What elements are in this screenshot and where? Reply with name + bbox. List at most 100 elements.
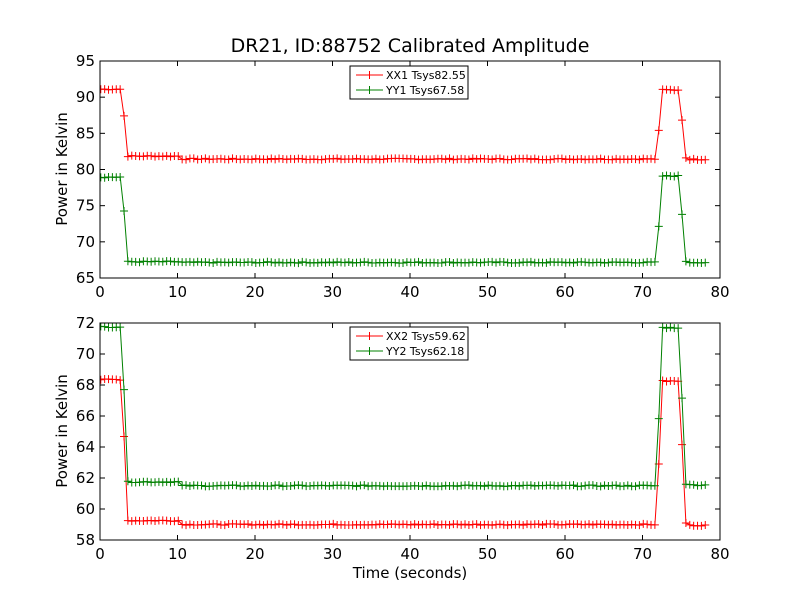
data-point (344, 258, 353, 267)
data-point (220, 521, 229, 530)
data-point (410, 154, 419, 163)
x-tick-label: 20 (245, 545, 264, 563)
data-point (561, 520, 570, 529)
series-line (100, 88, 706, 161)
data-point (507, 155, 516, 164)
data-point (185, 482, 194, 491)
data-point (174, 477, 183, 486)
top-panel: 0 10 20 30 40 50 60 70 80 65 70 75 80 85 90 95 XX1 Tsys8… (76, 52, 730, 301)
data-point (697, 521, 706, 530)
data-point (166, 257, 175, 266)
data-point (120, 432, 129, 441)
data-point (550, 519, 559, 528)
data-point (240, 482, 249, 491)
data-point (623, 481, 632, 490)
data-point (577, 155, 586, 164)
data-point (445, 520, 454, 529)
x-tick-label: 10 (168, 545, 187, 563)
data-point (689, 480, 698, 489)
data-point (701, 155, 710, 164)
data-point (275, 154, 284, 163)
data-point (189, 258, 198, 267)
data-point (216, 154, 225, 163)
data-point (185, 520, 194, 529)
data-point (182, 481, 191, 490)
data-point (503, 482, 512, 491)
data-point (356, 258, 365, 267)
data-point (162, 151, 171, 160)
data-point (116, 376, 125, 385)
data-point (430, 520, 439, 529)
data-point (228, 154, 237, 163)
x-axis-label: Time (seconds) (352, 564, 468, 582)
x-tick-label: 70 (633, 283, 652, 301)
y-tick-label: 68 (76, 376, 95, 394)
data-point (670, 172, 679, 181)
data-point (174, 152, 183, 161)
x-tick-label: 60 (555, 283, 574, 301)
data-point (515, 520, 524, 529)
y-tick-label: 75 (76, 197, 95, 215)
data-point (240, 258, 249, 267)
data-point (538, 521, 547, 530)
data-point (678, 116, 687, 125)
data-point (662, 171, 671, 180)
data-point (503, 521, 512, 530)
top-y-axis-label: Power in Kelvin (53, 112, 71, 226)
data-point (457, 520, 466, 529)
data-point (650, 520, 659, 529)
data-point (174, 516, 183, 525)
data-point (596, 258, 605, 267)
data-point (569, 258, 578, 267)
data-point (445, 257, 454, 266)
data-point (499, 258, 508, 267)
data-point (189, 154, 198, 163)
data-point (139, 152, 148, 161)
data-point (437, 258, 446, 267)
data-point (678, 440, 687, 449)
data-point (213, 520, 222, 529)
legend-entry: YY2 Tsys62.18 (385, 345, 464, 358)
x-tick-label: 30 (323, 283, 342, 301)
data-point (197, 155, 206, 164)
data-point (658, 323, 667, 332)
data-point (608, 520, 617, 529)
data-point (701, 520, 710, 529)
data-point (244, 519, 253, 528)
data-point (639, 258, 648, 267)
data-point (654, 222, 663, 231)
data-point (619, 482, 628, 491)
x-tick-label: 80 (710, 545, 729, 563)
data-point (414, 257, 423, 266)
data-point (120, 385, 129, 394)
data-point (317, 258, 326, 267)
data-point (166, 152, 175, 161)
data-point (410, 520, 419, 529)
legend: XX1 Tsys82.55 YY1 Tsys67.58 (349, 65, 469, 100)
data-point (399, 259, 408, 268)
x-tick-label: 50 (478, 283, 497, 301)
x-tick-label: 70 (633, 545, 652, 563)
data-point (596, 482, 605, 491)
data-point (290, 520, 299, 529)
data-point (178, 520, 187, 529)
data-point (495, 481, 504, 490)
data-point (674, 171, 683, 180)
data-point (488, 257, 497, 266)
data-point (151, 152, 160, 161)
data-point (313, 258, 322, 267)
bottom-y-axis-label: Power in Kelvin (53, 374, 71, 488)
data-point (123, 152, 132, 161)
data-point (666, 323, 675, 332)
data-point (166, 478, 175, 487)
data-point (247, 482, 256, 491)
data-point (569, 481, 578, 490)
data-point (143, 477, 152, 486)
series-yy1 (100, 171, 710, 268)
data-point (526, 155, 535, 164)
data-point (251, 154, 260, 163)
series-line (100, 378, 706, 527)
y-tick-label: 80 (76, 161, 95, 179)
data-point (592, 155, 601, 164)
data-point (701, 480, 710, 489)
